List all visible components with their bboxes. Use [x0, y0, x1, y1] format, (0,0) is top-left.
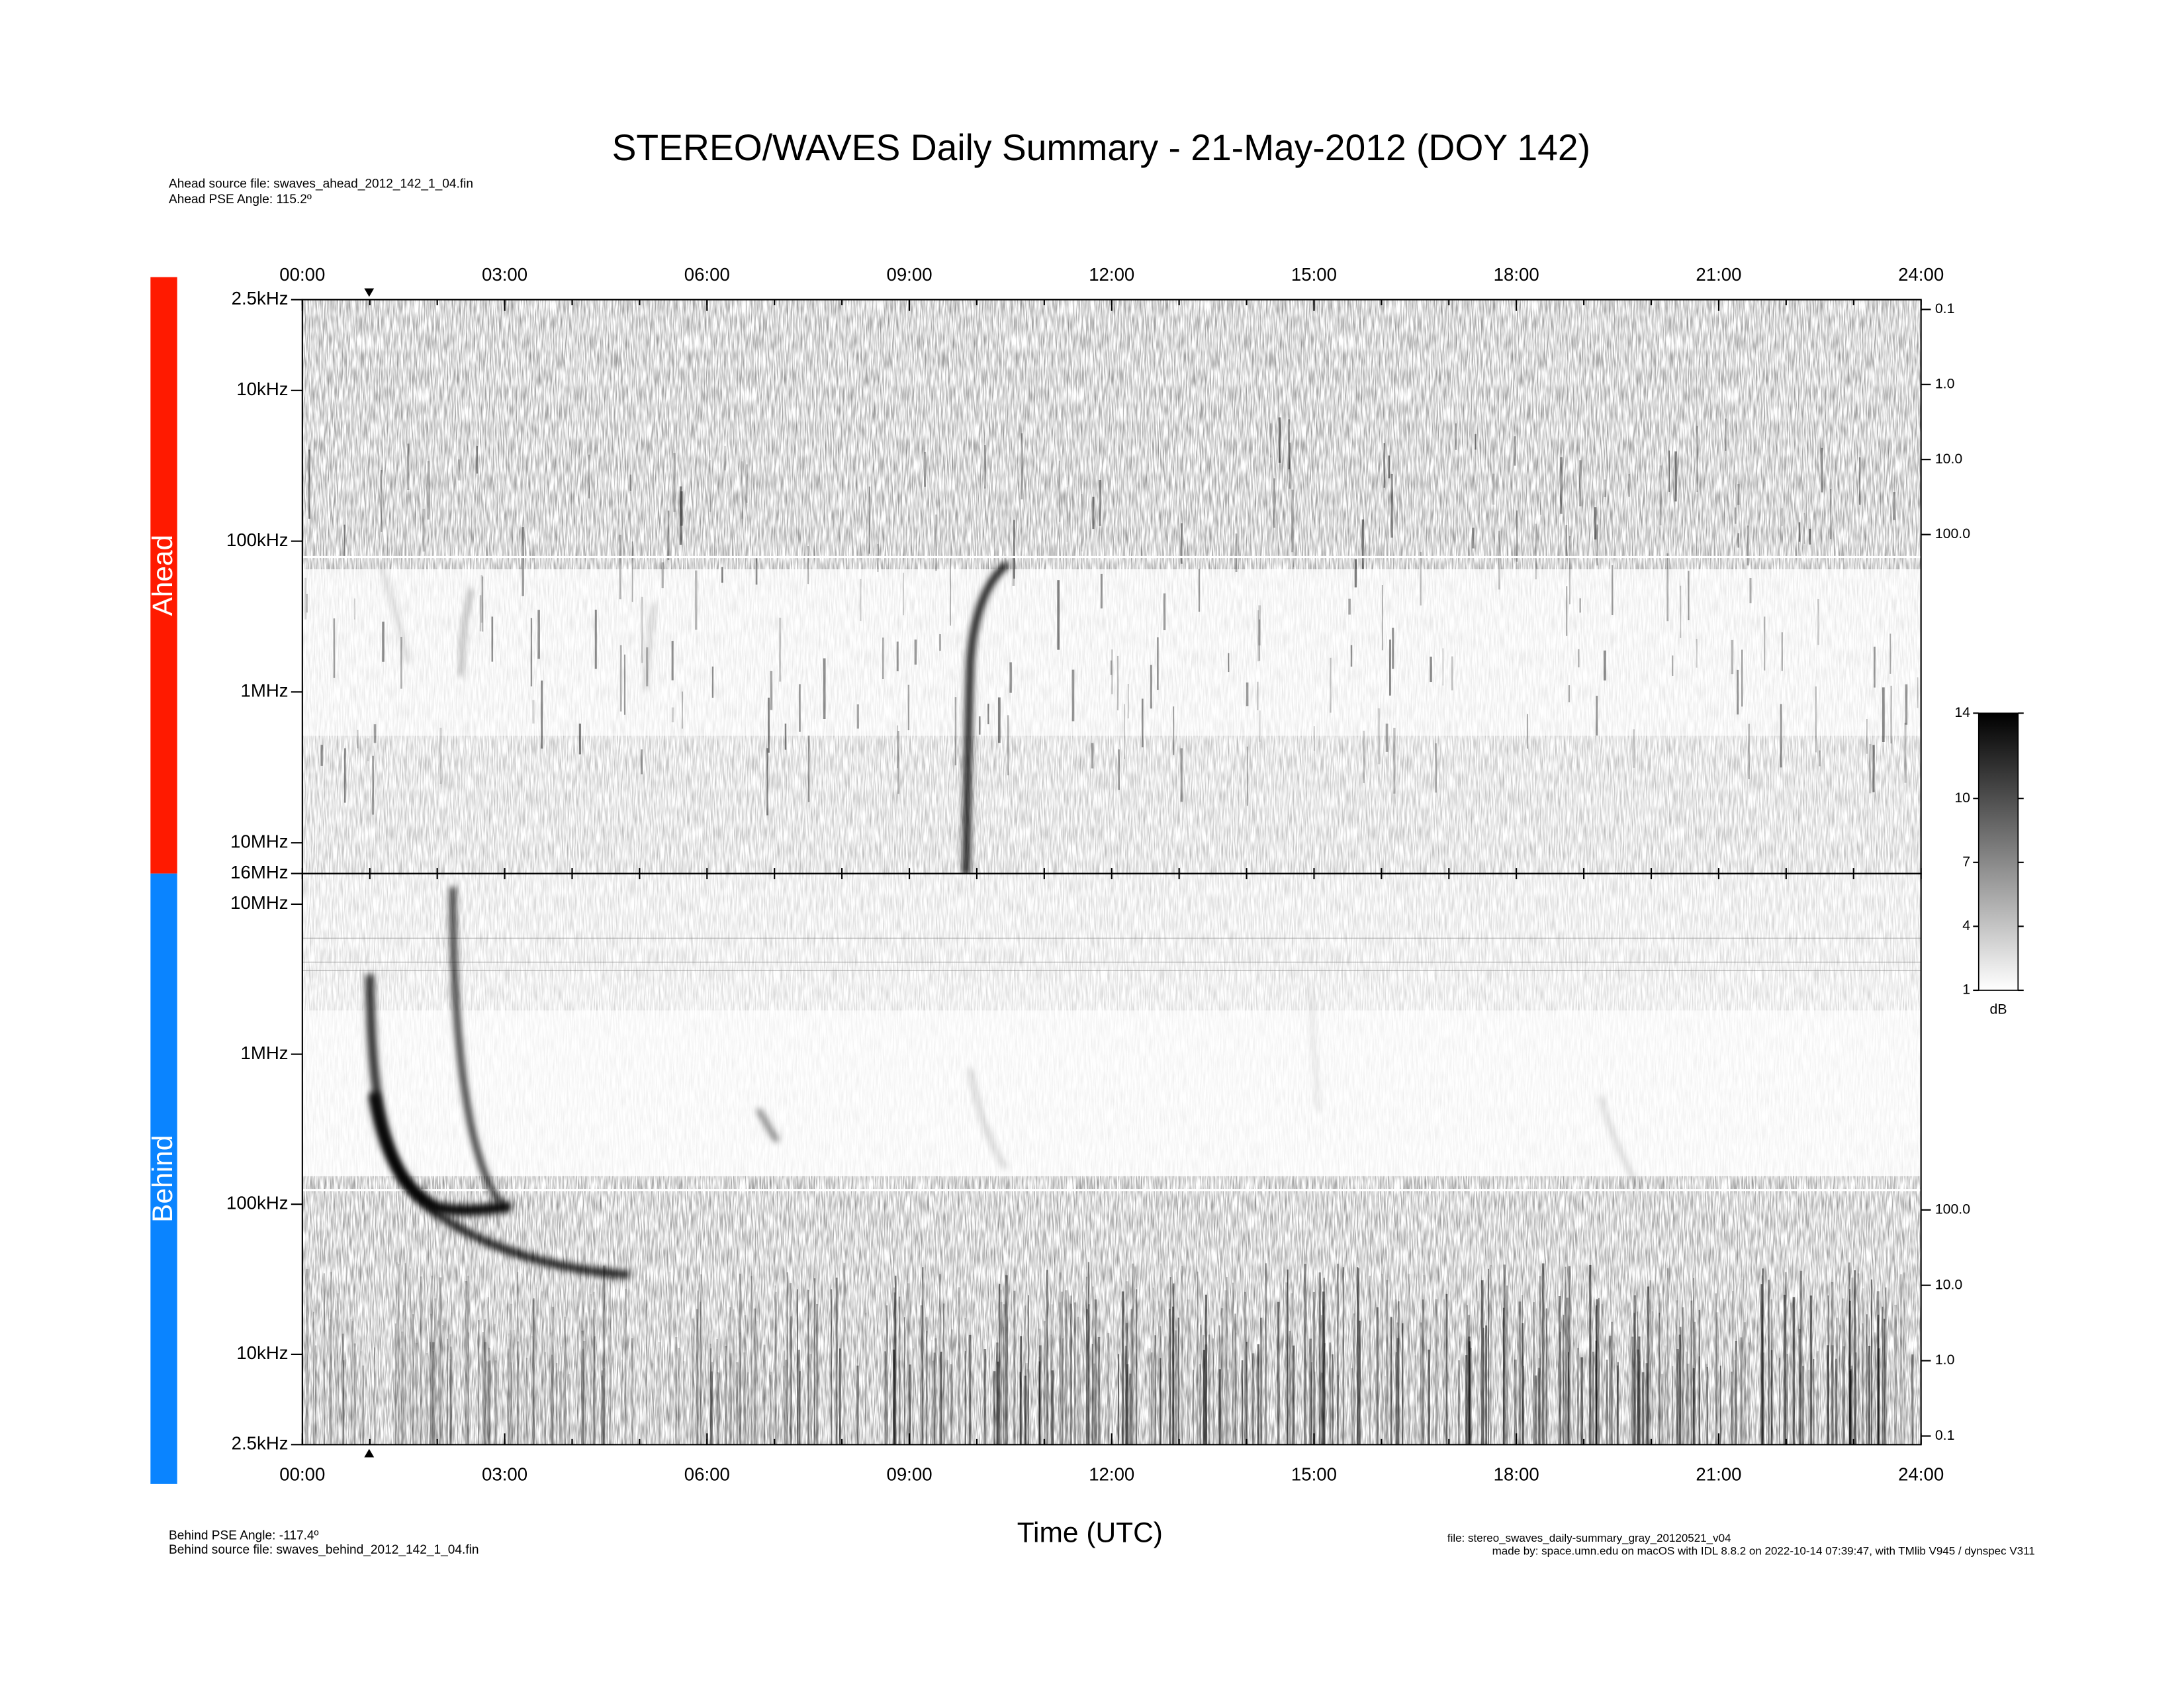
- x-tick-label-bottom: 09:00: [886, 1464, 932, 1484]
- radio-burst: [962, 561, 1009, 874]
- chart-title: STEREO/WAVES Daily Summary - 21-May-2012…: [612, 127, 1590, 168]
- x-tick-label-top: 06:00: [684, 264, 730, 285]
- y-tick-label: 2.5kHz: [232, 288, 289, 308]
- x-tick-label-top: 09:00: [886, 264, 932, 285]
- colorbar-tick-label: 10: [1954, 790, 1970, 806]
- y-tick-label: 10kHz: [236, 1342, 288, 1363]
- noise-band: [302, 1176, 1921, 1445]
- x-tick-label-bottom: 18:00: [1494, 1464, 1539, 1484]
- colorbar-tick-label: 14: [1954, 704, 1970, 720]
- y-tick-label: 10kHz: [236, 379, 288, 399]
- ahead-pse: Ahead PSE Angle: 115.2º: [169, 193, 312, 207]
- x-tick-label-top: 12:00: [1089, 264, 1134, 285]
- x-tick-label-top: 24:00: [1898, 264, 1944, 285]
- colorbar-tick-label: 7: [1962, 853, 1970, 869]
- time-marker: [364, 288, 375, 297]
- y2-tick-label: 0.1: [1935, 301, 1955, 316]
- y-tick-label: 10MHz: [230, 892, 288, 913]
- noise-band: [302, 735, 1921, 874]
- radio-burst: [969, 1067, 1007, 1169]
- x-tick-label-bottom: 03:00: [482, 1464, 527, 1484]
- radio-burst: [378, 561, 410, 663]
- radio-burst: [368, 1091, 512, 1216]
- panel-side-bar: [150, 873, 177, 1484]
- spectrogram-texture: [302, 873, 1921, 1445]
- x-tick-label-bottom: 15:00: [1291, 1464, 1337, 1484]
- x-tick-label-top: 00:00: [279, 264, 325, 285]
- panel-name: Behind: [148, 1135, 179, 1223]
- spectrogram-texture: [302, 299, 1921, 874]
- noise-band: [302, 1010, 1921, 1176]
- y-tick-label: 1MHz: [240, 1043, 288, 1063]
- radio-burst: [1309, 983, 1320, 1113]
- radio-burst: [644, 603, 656, 691]
- y-tick-label: 100kHz: [226, 530, 289, 550]
- x-tick-label-bottom: 06:00: [684, 1464, 730, 1484]
- y-tick-label: 16MHz: [230, 862, 288, 882]
- colorbar-tick-label: 4: [1962, 917, 1970, 933]
- radio-burst: [459, 588, 473, 677]
- x-tick-label-bottom: 24:00: [1898, 1464, 1944, 1484]
- noise-band: [302, 569, 1921, 736]
- y-tick-label: 10MHz: [230, 831, 288, 851]
- colorbar: [1978, 712, 2019, 991]
- colorbar-label: dB: [1990, 1001, 2007, 1017]
- radio-burst: [1599, 1096, 1640, 1190]
- x-tick-label-bottom: 00:00: [279, 1464, 325, 1484]
- x-tick-label-top: 03:00: [482, 264, 527, 285]
- y-tick-label: 1MHz: [240, 680, 288, 701]
- noise-band: [302, 873, 1921, 1011]
- x-tick-label-bottom: 12:00: [1089, 1464, 1134, 1484]
- y2-tick-label: 1.0: [1935, 375, 1955, 391]
- behind-source: Behind source file: swaves_behind_2012_1…: [169, 1543, 479, 1557]
- x-tick-label-bottom: 21:00: [1696, 1464, 1741, 1484]
- y2-tick-label: 10.0: [1935, 451, 1962, 467]
- x-axis-label: Time (UTC): [1017, 1518, 1163, 1549]
- colorbar-tick-label: 1: [1962, 982, 1970, 998]
- time-marker: [364, 1448, 375, 1458]
- y-tick-label: 100kHz: [226, 1193, 289, 1213]
- behind-pse: Behind PSE Angle: -117.4º: [169, 1529, 319, 1543]
- panel-name: Ahead: [148, 535, 179, 616]
- panel-side-bar: [150, 277, 177, 874]
- y2-tick-label: 100.0: [1935, 526, 1970, 541]
- radio-burst: [756, 1108, 780, 1143]
- y2-tick-label: 100.0: [1935, 1201, 1970, 1217]
- ahead-source: Ahead source file: swaves_ahead_2012_142…: [169, 177, 473, 191]
- radio-burst: [449, 886, 504, 1206]
- y-tick-label: 2.5kHz: [232, 1433, 289, 1454]
- noise-band: [302, 299, 1921, 570]
- y2-tick-label: 0.1: [1935, 1427, 1955, 1443]
- x-tick-label-top: 15:00: [1291, 264, 1337, 285]
- x-tick-label-top: 18:00: [1494, 264, 1539, 285]
- footer-made-by: made by: space.umn.edu on macOS with IDL…: [1492, 1544, 2035, 1557]
- y2-tick-label: 1.0: [1935, 1352, 1955, 1368]
- y2-tick-label: 10.0: [1935, 1276, 1962, 1292]
- x-tick-label-top: 21:00: [1696, 264, 1741, 285]
- footer-file: file: stereo_swaves_daily-summary_gray_2…: [1447, 1532, 1731, 1544]
